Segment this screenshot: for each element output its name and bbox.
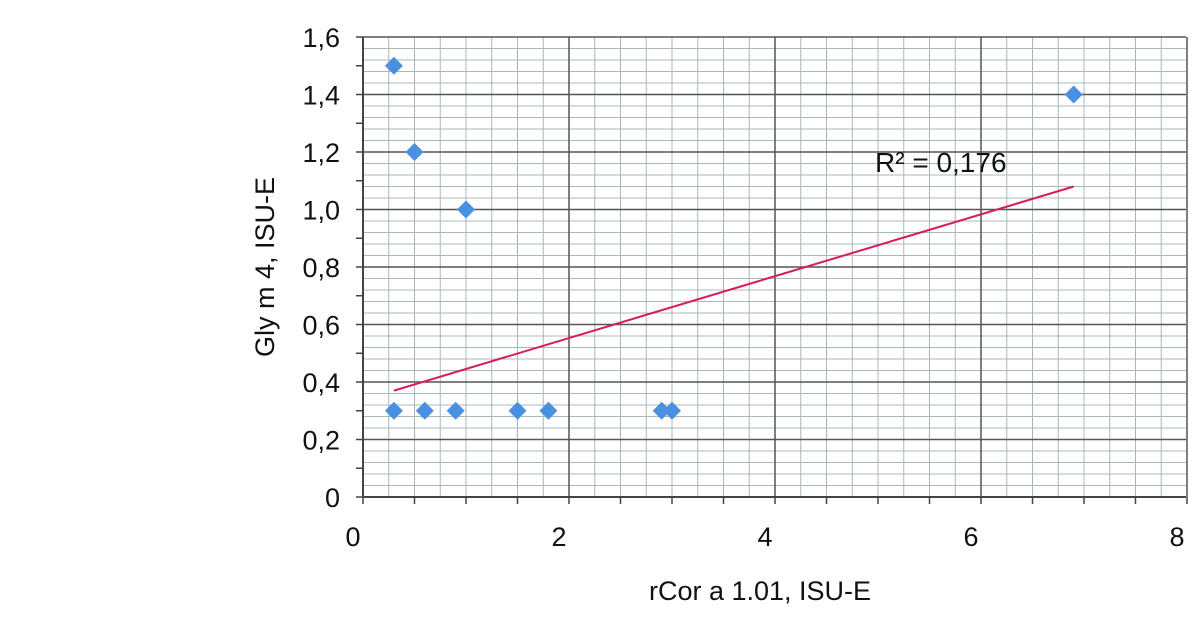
data-point xyxy=(415,401,434,420)
x-axis-title: rCor a 1.01, ISU-E xyxy=(649,576,871,606)
data-point xyxy=(663,401,681,420)
data-point xyxy=(384,56,403,75)
y-tick-label: 1,2 xyxy=(302,138,340,168)
data-point xyxy=(652,401,671,420)
y-tick-label: 1,4 xyxy=(302,81,340,111)
x-tick-label: 0 xyxy=(345,522,360,552)
y-axis-ticks: 0 0,2 0,4 0,6 0,8 1,0 1,2 1,4 1,6 xyxy=(302,23,363,513)
y-tick-label: 0,8 xyxy=(302,253,340,283)
y-tick-label: 0 xyxy=(325,483,340,513)
x-tick-label: 6 xyxy=(963,522,978,552)
major-grid xyxy=(363,36,1188,497)
y-tick-label: 0,2 xyxy=(302,426,340,456)
data-point xyxy=(539,401,558,420)
data-point xyxy=(508,401,527,420)
data-point xyxy=(1064,85,1083,104)
trendline xyxy=(393,185,1074,392)
y-tick-label: 0,4 xyxy=(302,368,340,398)
data-points xyxy=(384,56,1083,420)
y-tick-label: 1,0 xyxy=(302,196,340,226)
x-tick-label: 4 xyxy=(757,522,772,552)
y-axis-title: Gly m 4, ISU-E xyxy=(250,177,280,357)
data-point xyxy=(457,200,475,219)
y-tick-label: 1,6 xyxy=(302,23,340,53)
data-point xyxy=(405,143,424,161)
x-tick-label: 8 xyxy=(1169,522,1184,552)
x-axis-ticks: 0 2 4 6 8 xyxy=(345,497,1188,552)
data-point xyxy=(384,401,403,420)
y-tick-label: 0,6 xyxy=(302,311,340,341)
x-tick-label: 2 xyxy=(551,522,566,552)
r-squared-annotation: R² = 0,176 xyxy=(875,147,1007,178)
data-point xyxy=(446,401,465,420)
